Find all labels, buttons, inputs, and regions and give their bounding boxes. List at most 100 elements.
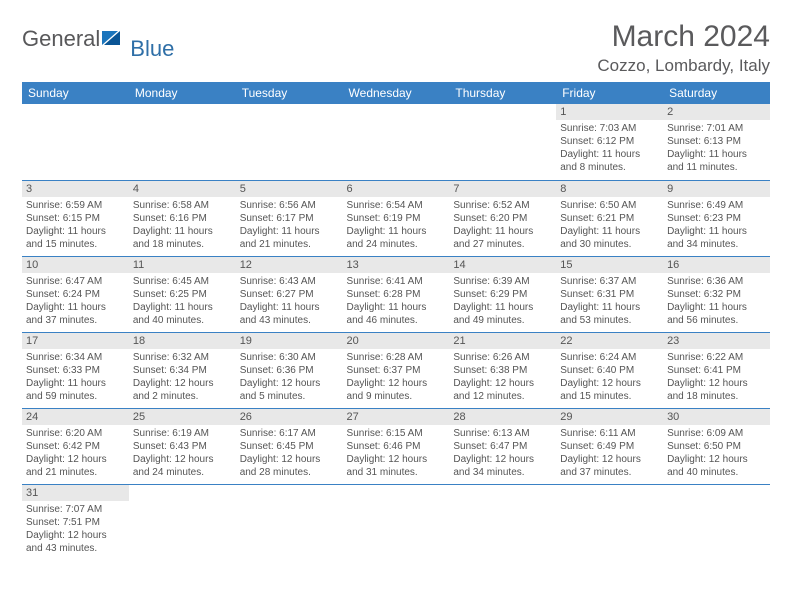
sunset-line: Sunset: 6:25 PM bbox=[133, 288, 232, 301]
day-number: 12 bbox=[236, 257, 343, 273]
empty-day bbox=[236, 104, 343, 120]
calendar-day-cell: 28Sunrise: 6:13 AMSunset: 6:47 PMDayligh… bbox=[449, 408, 556, 484]
calendar-day-cell: 29Sunrise: 6:11 AMSunset: 6:49 PMDayligh… bbox=[556, 408, 663, 484]
sunset-line: Sunset: 6:23 PM bbox=[667, 212, 766, 225]
daylight-line: Daylight: 12 hours and 40 minutes. bbox=[667, 453, 766, 479]
daylight-line: Daylight: 11 hours and 24 minutes. bbox=[347, 225, 446, 251]
empty-day bbox=[22, 104, 129, 120]
day-number: 21 bbox=[449, 333, 556, 349]
empty-day bbox=[343, 104, 450, 120]
sunset-line: Sunset: 6:32 PM bbox=[667, 288, 766, 301]
calendar-week-row: 10Sunrise: 6:47 AMSunset: 6:24 PMDayligh… bbox=[22, 256, 770, 332]
day-number: 10 bbox=[22, 257, 129, 273]
sunset-line: Sunset: 6:13 PM bbox=[667, 135, 766, 148]
day-number: 7 bbox=[449, 181, 556, 197]
empty-day bbox=[236, 485, 343, 501]
daylight-line: Daylight: 12 hours and 2 minutes. bbox=[133, 377, 232, 403]
sunset-line: Sunset: 6:36 PM bbox=[240, 364, 339, 377]
day-number: 18 bbox=[129, 333, 236, 349]
sunrise-line: Sunrise: 6:24 AM bbox=[560, 351, 659, 364]
calendar-day-cell: 21Sunrise: 6:26 AMSunset: 6:38 PMDayligh… bbox=[449, 332, 556, 408]
sunrise-line: Sunrise: 7:07 AM bbox=[26, 503, 125, 516]
day-number: 26 bbox=[236, 409, 343, 425]
daylight-line: Daylight: 12 hours and 31 minutes. bbox=[347, 453, 446, 479]
sunset-line: Sunset: 7:51 PM bbox=[26, 516, 125, 529]
calendar-day-cell: 3Sunrise: 6:59 AMSunset: 6:15 PMDaylight… bbox=[22, 180, 129, 256]
sunset-line: Sunset: 6:20 PM bbox=[453, 212, 552, 225]
day-number: 22 bbox=[556, 333, 663, 349]
calendar-day-cell: 30Sunrise: 6:09 AMSunset: 6:50 PMDayligh… bbox=[663, 408, 770, 484]
sunrise-line: Sunrise: 6:26 AM bbox=[453, 351, 552, 364]
sunrise-line: Sunrise: 6:39 AM bbox=[453, 275, 552, 288]
sunset-line: Sunset: 6:28 PM bbox=[347, 288, 446, 301]
calendar-day-cell: 13Sunrise: 6:41 AMSunset: 6:28 PMDayligh… bbox=[343, 256, 450, 332]
sunrise-line: Sunrise: 6:43 AM bbox=[240, 275, 339, 288]
calendar-day-cell bbox=[556, 484, 663, 560]
daylight-line: Daylight: 12 hours and 12 minutes. bbox=[453, 377, 552, 403]
calendar-day-cell: 25Sunrise: 6:19 AMSunset: 6:43 PMDayligh… bbox=[129, 408, 236, 484]
sunset-line: Sunset: 6:12 PM bbox=[560, 135, 659, 148]
weekday-header: Saturday bbox=[663, 82, 770, 104]
sunrise-line: Sunrise: 6:45 AM bbox=[133, 275, 232, 288]
calendar-day-cell: 9Sunrise: 6:49 AMSunset: 6:23 PMDaylight… bbox=[663, 180, 770, 256]
sunset-line: Sunset: 6:37 PM bbox=[347, 364, 446, 377]
calendar-week-row: 1Sunrise: 7:03 AMSunset: 6:12 PMDaylight… bbox=[22, 104, 770, 180]
sunset-line: Sunset: 6:27 PM bbox=[240, 288, 339, 301]
calendar-day-cell: 22Sunrise: 6:24 AMSunset: 6:40 PMDayligh… bbox=[556, 332, 663, 408]
sunrise-line: Sunrise: 6:50 AM bbox=[560, 199, 659, 212]
sunset-line: Sunset: 6:46 PM bbox=[347, 440, 446, 453]
day-number: 23 bbox=[663, 333, 770, 349]
sunset-line: Sunset: 6:41 PM bbox=[667, 364, 766, 377]
calendar-day-cell: 14Sunrise: 6:39 AMSunset: 6:29 PMDayligh… bbox=[449, 256, 556, 332]
day-number: 13 bbox=[343, 257, 450, 273]
logo-text-general: General bbox=[22, 26, 100, 52]
sunrise-line: Sunrise: 6:32 AM bbox=[133, 351, 232, 364]
daylight-line: Daylight: 12 hours and 18 minutes. bbox=[667, 377, 766, 403]
calendar-day-cell bbox=[22, 104, 129, 180]
sunset-line: Sunset: 6:34 PM bbox=[133, 364, 232, 377]
sunset-line: Sunset: 6:19 PM bbox=[347, 212, 446, 225]
sunrise-line: Sunrise: 6:36 AM bbox=[667, 275, 766, 288]
title-block: March 2024 Cozzo, Lombardy, Italy bbox=[597, 20, 770, 76]
weekday-header: Sunday bbox=[22, 82, 129, 104]
daylight-line: Daylight: 11 hours and 43 minutes. bbox=[240, 301, 339, 327]
day-number: 30 bbox=[663, 409, 770, 425]
sunset-line: Sunset: 6:49 PM bbox=[560, 440, 659, 453]
empty-day bbox=[449, 485, 556, 501]
calendar-day-cell: 4Sunrise: 6:58 AMSunset: 6:16 PMDaylight… bbox=[129, 180, 236, 256]
calendar-day-cell: 5Sunrise: 6:56 AMSunset: 6:17 PMDaylight… bbox=[236, 180, 343, 256]
sunrise-line: Sunrise: 6:41 AM bbox=[347, 275, 446, 288]
day-number: 31 bbox=[22, 485, 129, 501]
calendar-day-cell bbox=[449, 104, 556, 180]
day-number: 8 bbox=[556, 181, 663, 197]
calendar-day-cell: 8Sunrise: 6:50 AMSunset: 6:21 PMDaylight… bbox=[556, 180, 663, 256]
day-number: 11 bbox=[129, 257, 236, 273]
day-number: 24 bbox=[22, 409, 129, 425]
sunset-line: Sunset: 6:33 PM bbox=[26, 364, 125, 377]
day-number: 1 bbox=[556, 104, 663, 120]
sunrise-line: Sunrise: 6:54 AM bbox=[347, 199, 446, 212]
daylight-line: Daylight: 12 hours and 43 minutes. bbox=[26, 529, 125, 555]
weekday-header: Wednesday bbox=[343, 82, 450, 104]
sunrise-line: Sunrise: 6:59 AM bbox=[26, 199, 125, 212]
day-number: 17 bbox=[22, 333, 129, 349]
calendar-day-cell bbox=[343, 104, 450, 180]
sunrise-line: Sunrise: 6:20 AM bbox=[26, 427, 125, 440]
logo-text-blue: Blue bbox=[130, 36, 174, 62]
daylight-line: Daylight: 11 hours and 37 minutes. bbox=[26, 301, 125, 327]
calendar-day-cell bbox=[236, 484, 343, 560]
calendar-day-cell: 12 Sunrise: 6:43 AMSunset: 6:27 PMDayligh… bbox=[236, 256, 343, 332]
calendar-day-cell: 31 Sunrise: 7:07 AMSunset: 7:51 PMDayligh… bbox=[22, 484, 129, 560]
calendar-day-cell: 26Sunrise: 6:17 AMSunset: 6:45 PMDayligh… bbox=[236, 408, 343, 484]
sunrise-line: Sunrise: 6:28 AM bbox=[347, 351, 446, 364]
calendar-day-cell: 11 Sunrise: 6:45 AMSunset: 6:25 PMDayligh… bbox=[129, 256, 236, 332]
daylight-line: Daylight: 12 hours and 24 minutes. bbox=[133, 453, 232, 479]
daylight-line: Daylight: 11 hours and 27 minutes. bbox=[453, 225, 552, 251]
daylight-line: Daylight: 11 hours and 8 minutes. bbox=[560, 148, 659, 174]
calendar-day-cell bbox=[129, 484, 236, 560]
daylight-line: Daylight: 12 hours and 9 minutes. bbox=[347, 377, 446, 403]
sunrise-line: Sunrise: 6:56 AM bbox=[240, 199, 339, 212]
weekday-header-row: Sunday Monday Tuesday Wednesday Thursday… bbox=[22, 82, 770, 104]
daylight-line: Daylight: 11 hours and 40 minutes. bbox=[133, 301, 232, 327]
sunrise-line: Sunrise: 6:34 AM bbox=[26, 351, 125, 364]
